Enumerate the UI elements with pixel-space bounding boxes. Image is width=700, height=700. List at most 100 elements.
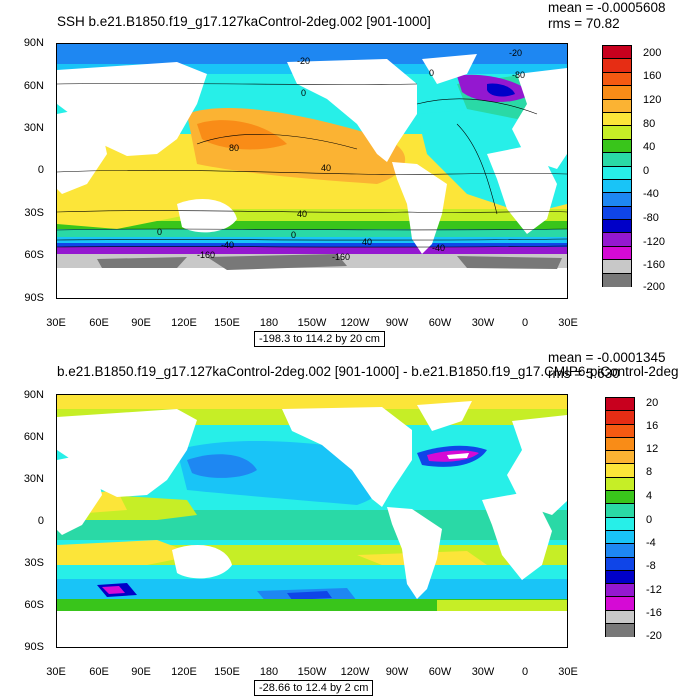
colorbar-swatch <box>603 153 631 167</box>
lon-label: 90E <box>131 317 151 329</box>
contour-label: -40 <box>221 240 235 250</box>
lon-label: 90W <box>385 666 409 678</box>
lat-label: 60S <box>24 249 44 261</box>
colorbar-label: 12 <box>646 443 659 455</box>
lon-label: 30E <box>46 666 66 678</box>
lon-label: 30E <box>558 317 578 329</box>
panel-1-title: SSH b.e21.B1850.f19_g17.127kaControl-2de… <box>57 14 431 29</box>
colorbar <box>605 397 635 638</box>
colorbar-swatch <box>606 411 634 425</box>
colorbar-label: 160 <box>643 70 662 82</box>
panel-1-mean: mean = -0.0005608 <box>548 0 666 15</box>
colorbar-label: 200 <box>643 47 662 59</box>
contour-label: 0 <box>301 88 307 98</box>
contour-label: 40 <box>321 163 332 173</box>
colorbar-label: 120 <box>643 94 662 106</box>
colorbar-swatch <box>606 624 634 638</box>
lat-label: 90S <box>24 292 44 304</box>
colorbar-swatch <box>603 126 631 140</box>
lon-label: 30W <box>471 317 495 329</box>
colorbar <box>602 45 632 288</box>
ssh-difference-map <box>56 394 568 648</box>
lat-label: 60S <box>24 599 44 611</box>
lon-label: 0 <box>521 666 529 678</box>
lon-label: 180 <box>259 666 279 678</box>
lon-label: 120E <box>171 666 197 678</box>
lon-label: 30W <box>471 666 495 678</box>
colorbar-label: 0 <box>643 165 650 177</box>
lon-label: 150E <box>214 666 240 678</box>
colorbar-swatch <box>606 437 634 452</box>
colorbar-swatch <box>606 597 634 611</box>
contour-label: 40 <box>297 209 308 219</box>
colorbar-label: 40 <box>643 141 656 153</box>
panel-2-rms: rms = 5.630 <box>548 366 620 381</box>
colorbar-swatch <box>603 246 631 261</box>
colorbar-swatch <box>606 517 634 531</box>
colorbar-swatch <box>606 477 634 492</box>
colorbar-swatch <box>606 584 634 598</box>
lat-label: 90S <box>24 641 44 653</box>
colorbar-swatch <box>606 557 634 571</box>
colorbar-swatch <box>603 260 631 274</box>
colorbar-label: 0 <box>646 514 653 526</box>
contour-label: -80 <box>512 70 526 80</box>
lat-label: 30N <box>23 473 44 485</box>
lat-label: 60N <box>23 431 44 443</box>
contour-label: -20 <box>509 48 523 58</box>
colorbar-label: -200 <box>643 281 666 293</box>
colorbar-label: -80 <box>643 212 659 224</box>
contour-label: -160 <box>197 250 216 260</box>
contour-label: 40 <box>362 237 373 247</box>
colorbar-label: 80 <box>643 118 656 130</box>
colorbar-swatch <box>606 424 634 438</box>
colorbar-label: 8 <box>646 466 653 478</box>
contour-info: -198.3 to 114.2 by 20 cm <box>254 331 385 347</box>
colorbar-swatch <box>603 59 631 73</box>
colorbar-label: -4 <box>646 537 656 549</box>
lon-label: 150E <box>214 317 240 329</box>
lon-label: 150W <box>297 666 327 678</box>
colorbar-label: -120 <box>643 236 666 248</box>
colorbar-swatch <box>606 491 634 505</box>
colorbar-swatch <box>606 464 634 478</box>
contour-label: 80 <box>229 143 240 153</box>
panel-2-mean: mean = -0.0001345 <box>548 350 666 365</box>
lat-label: 0 <box>37 515 44 527</box>
colorbar-swatch <box>603 273 631 288</box>
colorbar-swatch <box>603 46 631 60</box>
contour-label: -20 <box>297 56 311 66</box>
lat-label: 30S <box>24 207 44 219</box>
contour-info: -28.66 to 12.4 by 2 cm <box>254 680 374 696</box>
contour-label: 0 <box>429 68 435 78</box>
contour-label: 0 <box>291 230 297 240</box>
colorbar-label: -20 <box>646 630 662 642</box>
colorbar-swatch <box>603 99 631 113</box>
ssh-map: -20 0 -20 0 80 40 40 0 40 0 -40 -160 -16… <box>56 43 568 299</box>
lon-label: 120E <box>171 317 197 329</box>
colorbar-swatch <box>606 398 634 412</box>
colorbar-swatch <box>603 206 631 221</box>
colorbar-label: 16 <box>646 420 659 432</box>
colorbar-swatch <box>603 72 631 87</box>
colorbar-swatch <box>603 112 631 127</box>
colorbar-swatch <box>606 451 634 465</box>
colorbar-label: -16 <box>646 607 662 619</box>
lon-label: 120W <box>340 666 370 678</box>
lon-label: 90E <box>131 666 151 678</box>
colorbar-swatch <box>606 544 634 558</box>
contour-label: -160 <box>332 252 351 262</box>
lon-label: 30E <box>558 666 578 678</box>
lat-label: 90N <box>23 389 44 401</box>
lat-label: 0 <box>37 164 44 176</box>
lon-label: 60W <box>428 317 452 329</box>
panel-2-title: b.e21.B1850.f19_g17.127kaControl-2deg.00… <box>57 364 679 379</box>
colorbar-swatch <box>603 139 631 154</box>
colorbar-label: -160 <box>643 259 666 271</box>
contour-label: -40 <box>432 243 446 253</box>
contour-label: 0 <box>157 227 163 237</box>
lon-label: 30E <box>46 317 66 329</box>
colorbar-swatch <box>603 193 631 207</box>
colorbar-swatch <box>603 179 631 194</box>
lon-label: 0 <box>521 317 529 329</box>
